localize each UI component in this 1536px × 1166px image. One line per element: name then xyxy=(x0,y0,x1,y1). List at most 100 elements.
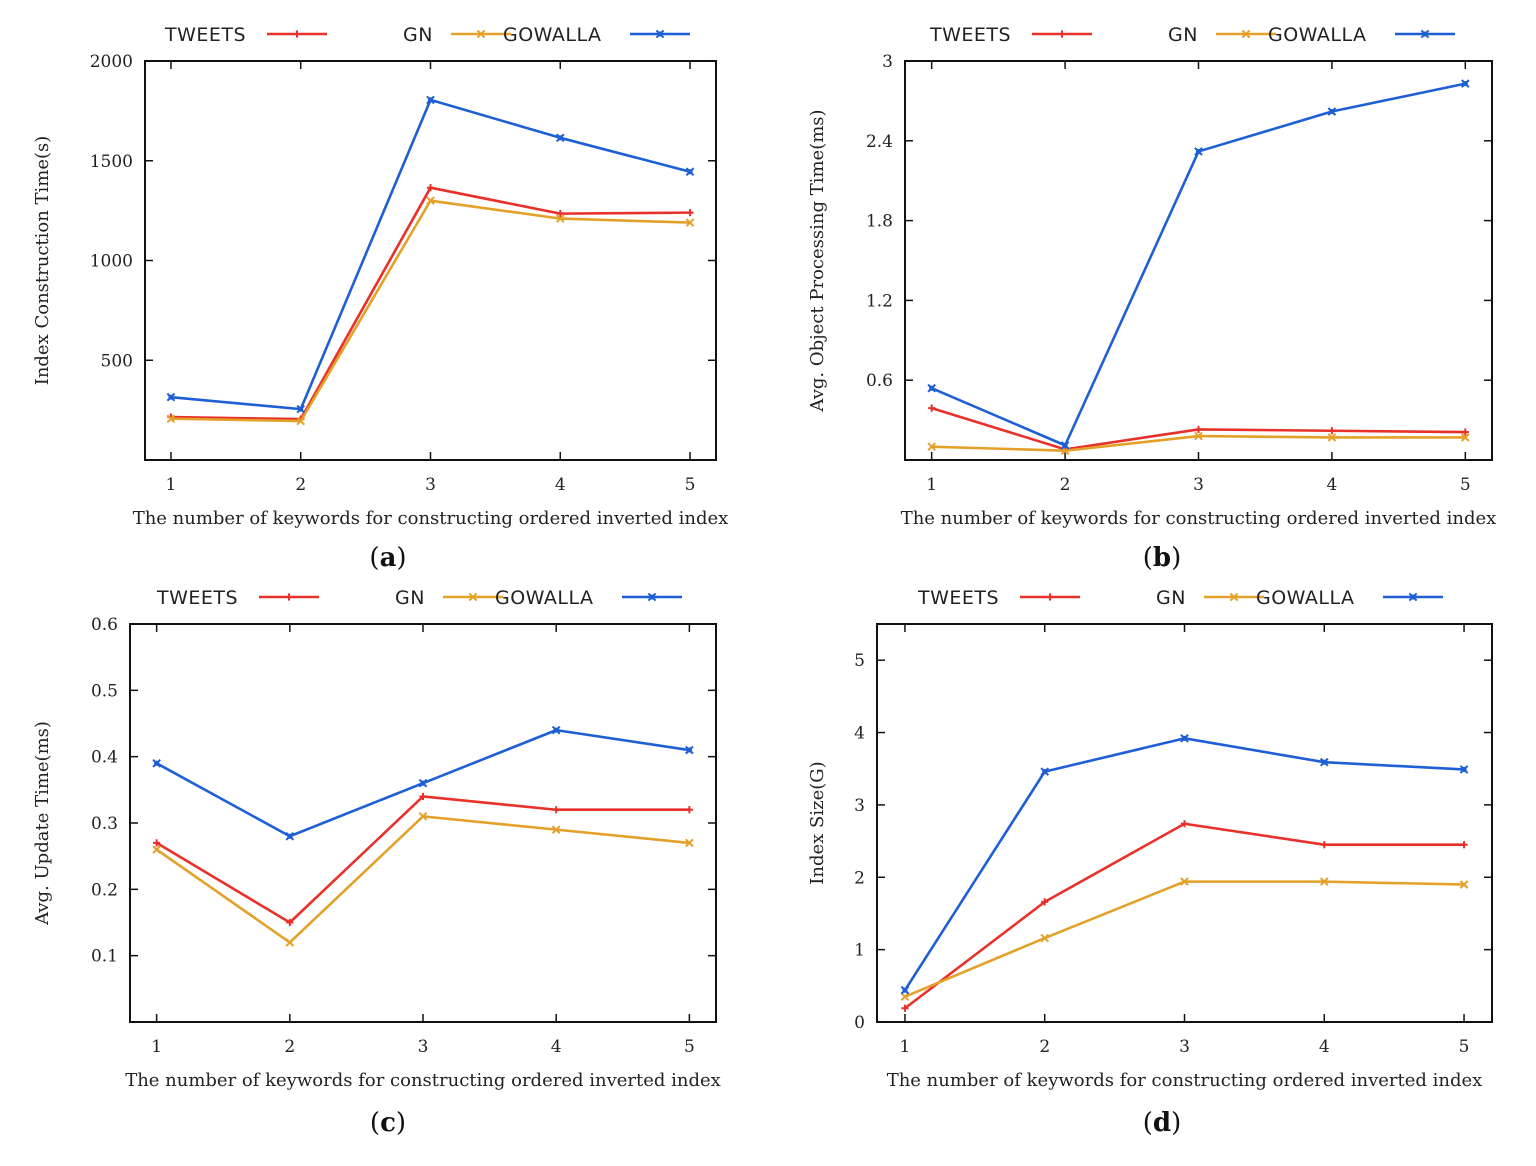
plot-frame xyxy=(144,60,717,461)
data-point-gowalla xyxy=(296,404,306,414)
data-point-tweets xyxy=(153,839,161,847)
series-line-gowalla xyxy=(931,82,1466,447)
data-point-tweets xyxy=(1041,898,1049,906)
data-point-gn xyxy=(551,825,561,834)
series-line-gowalla xyxy=(170,98,691,411)
panel-caption: (d) xyxy=(1143,1108,1182,1138)
series-gn xyxy=(900,877,1469,1001)
data-point-tweets xyxy=(1320,841,1328,849)
legend-swatch-marker xyxy=(1420,29,1430,39)
series-line-gn xyxy=(155,815,690,944)
series-gowalla xyxy=(166,95,695,414)
data-point-gn xyxy=(1180,877,1189,886)
legend: TWEETS GN GOWALLA xyxy=(929,24,1455,46)
data-point-gn xyxy=(166,414,176,424)
series-gowalla xyxy=(900,734,1469,995)
y-tick-label: 5 xyxy=(854,651,865,671)
data-point-gowalla xyxy=(927,383,936,393)
legend: TWEETS GN GOWALLA xyxy=(917,587,1443,609)
y-tick-label: 0.6 xyxy=(91,615,118,635)
data-point-gowalla xyxy=(1459,765,1469,774)
data-point-gowalla xyxy=(152,758,161,768)
x-axis-label: The number of keywords for constructing … xyxy=(125,1070,721,1091)
y-tick-label: 3 xyxy=(854,796,865,816)
x-tick-label: 1 xyxy=(166,475,177,495)
data-point-gn xyxy=(418,812,428,821)
y-tick-label: 0 xyxy=(854,1013,865,1033)
x-tick-label: 4 xyxy=(551,1037,562,1057)
plot-frame xyxy=(129,623,717,1023)
y-tick-label: 1000 xyxy=(90,252,133,272)
x-axis-label: The number of keywords for constructing … xyxy=(133,508,729,529)
data-point-gowalla xyxy=(1461,79,1470,88)
series-line-gn xyxy=(931,434,1466,452)
y-tick-label: 2.4 xyxy=(866,132,893,152)
y-tick-label: 4 xyxy=(854,724,865,744)
legend-label: GN xyxy=(1168,24,1198,46)
y-tick-label: 1.8 xyxy=(866,212,893,232)
data-point-gn xyxy=(296,416,306,426)
x-tick-label: 4 xyxy=(555,475,566,495)
y-tick-label: 1.2 xyxy=(866,291,893,311)
data-point-gowalla xyxy=(685,167,695,177)
legend-label: GOWALLA xyxy=(1256,587,1355,609)
data-point-gn xyxy=(900,992,910,1001)
legend-label: GOWALLA xyxy=(503,24,602,46)
x-axis-label: The number of keywords for constructing … xyxy=(887,1070,1483,1091)
data-point-tweets xyxy=(1461,428,1469,436)
data-point-tweets xyxy=(1194,425,1203,434)
series-line-gn xyxy=(904,880,1465,998)
legend-entry-gowalla: GOWALLA xyxy=(1256,587,1443,609)
data-point-gn xyxy=(685,218,695,227)
plot-frame xyxy=(904,60,1493,461)
legend-swatch-marker xyxy=(647,592,657,602)
legend-label: TWEETS xyxy=(156,587,238,609)
legend-entry-gn: GN xyxy=(1156,587,1264,609)
data-point-gowalla xyxy=(551,725,561,735)
data-point-gn xyxy=(1319,877,1329,886)
y-tick-label: 3 xyxy=(882,52,893,72)
series-gn xyxy=(927,431,1470,455)
y-tick-label: 0.5 xyxy=(91,681,118,701)
data-point-gn xyxy=(426,196,435,205)
panel-caption: (c) xyxy=(370,1108,406,1138)
series-line-gowalla xyxy=(903,737,1465,991)
data-point-gowalla xyxy=(685,745,694,755)
y-axis-label: Index Construction Time(s) xyxy=(32,136,53,386)
data-point-tweets xyxy=(556,210,564,218)
data-point-gn xyxy=(685,838,694,848)
data-point-gn xyxy=(1194,431,1203,441)
legend-entry-tweets: TWEETS xyxy=(156,587,319,609)
legend-swatch-marker xyxy=(655,29,665,39)
data-point-tweets xyxy=(426,184,435,192)
data-point-gowalla xyxy=(555,133,565,143)
data-point-gowalla xyxy=(900,985,910,995)
legend-swatch-marker xyxy=(1408,592,1418,602)
y-tick-label: 500 xyxy=(101,351,133,371)
x-tick-label: 5 xyxy=(1460,475,1471,495)
x-tick-label: 1 xyxy=(900,1037,911,1057)
x-tick-label: 1 xyxy=(151,1037,162,1057)
legend-label: TWEETS xyxy=(929,24,1011,46)
caption-letter: b xyxy=(1153,543,1171,573)
legend-swatch-marker xyxy=(285,593,293,601)
x-tick-label: 3 xyxy=(1193,475,1204,495)
y-tick-label: 1500 xyxy=(90,152,133,172)
x-tick-label: 5 xyxy=(684,1037,695,1057)
legend-entry-gowalla: GOWALLA xyxy=(1268,24,1455,46)
data-point-tweets xyxy=(1328,427,1336,435)
legend-swatch-marker xyxy=(1058,30,1066,38)
legend-entry-tweets: TWEETS xyxy=(929,24,1092,46)
series-tweets xyxy=(928,404,1469,453)
y-tick-label: 0.4 xyxy=(91,748,118,768)
data-point-gowalla xyxy=(1180,734,1189,743)
legend-entry-gowalla: GOWALLA xyxy=(503,24,690,46)
x-tick-label: 3 xyxy=(425,475,436,495)
data-point-gn xyxy=(285,938,295,947)
data-point-gowalla xyxy=(418,778,428,788)
y-tick-label: 0.3 xyxy=(91,814,118,834)
x-tick-label: 3 xyxy=(1179,1037,1190,1057)
legend-label: GN xyxy=(403,24,433,46)
series-gn xyxy=(152,812,694,947)
